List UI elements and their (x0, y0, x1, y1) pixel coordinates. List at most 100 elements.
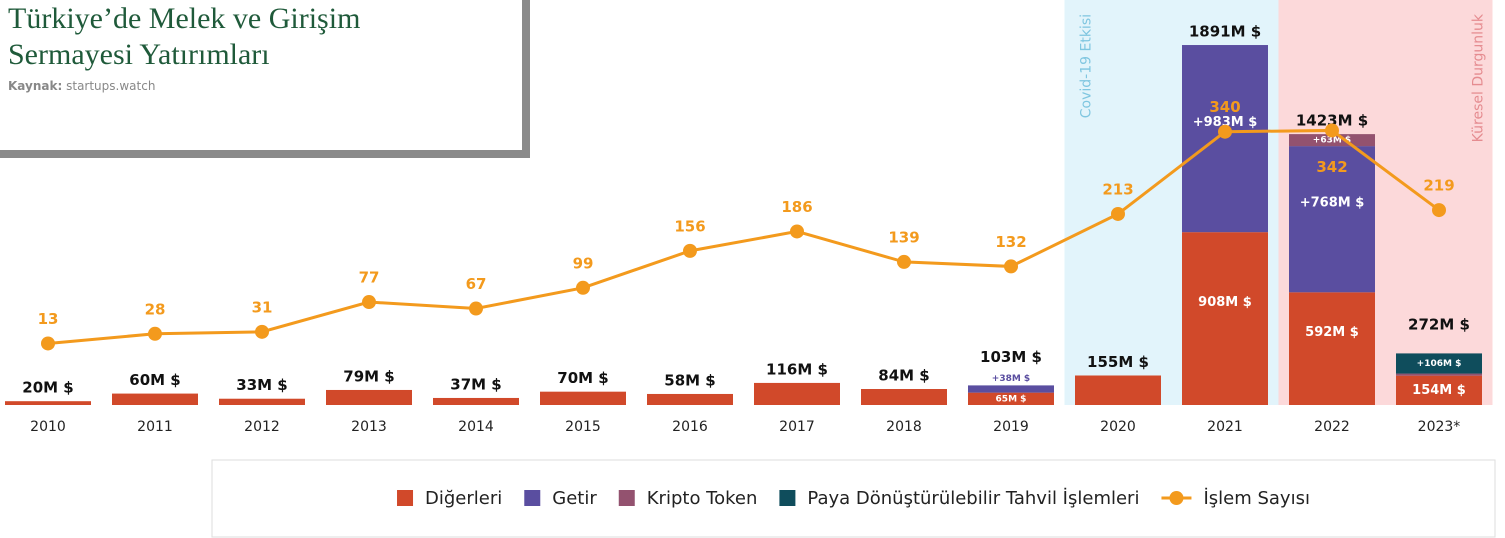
segment-label: 154M $ (1412, 383, 1466, 398)
bar-segment (1075, 375, 1161, 405)
legend-box (211, 459, 1496, 538)
line-label: 213 (1102, 180, 1133, 198)
line-label: 186 (781, 198, 812, 216)
line-point (790, 224, 804, 239)
x-tick-label: 2014 (458, 419, 494, 435)
legend-item: Diğerleri (397, 488, 502, 509)
total-label: 79M $ (343, 367, 394, 385)
line-label: 156 (674, 217, 705, 235)
line-point (1111, 206, 1125, 221)
bar-segment (1289, 134, 1375, 147)
bar-segment (112, 393, 198, 405)
line-point (469, 301, 483, 316)
line-point (1004, 259, 1018, 274)
legend-label: Diğerleri (425, 488, 502, 509)
title-box (0, 0, 522, 150)
x-tick-label: 2010 (30, 419, 66, 435)
line-label: 77 (359, 269, 380, 287)
total-label: 272M $ (1408, 316, 1470, 334)
line-point (576, 280, 590, 295)
legend-swatch (397, 490, 414, 506)
x-tick-label: 2023* (1418, 419, 1461, 435)
line-label: 340 (1209, 98, 1240, 116)
total-label: 155M $ (1087, 353, 1149, 371)
total-label: 58M $ (664, 371, 715, 389)
bar-segment (754, 382, 840, 405)
x-tick-label: 2015 (565, 419, 601, 435)
legend: Diğerleri Getir Kripto Token Paya Dönüştürü… (397, 488, 1310, 509)
legend-swatch (779, 490, 796, 506)
bar-segment (1396, 375, 1482, 405)
bar-segment (1289, 146, 1375, 293)
segment-label: +983M $ (1193, 115, 1258, 130)
line-label: 132 (995, 233, 1026, 251)
legend-item: Paya Dönüştürülebilir Tahvil İşlemleri (779, 488, 1139, 509)
line-label: 13 (38, 310, 59, 328)
line-point (255, 324, 269, 339)
total-label: 70M $ (557, 369, 608, 387)
x-tick-label: 2011 (137, 419, 173, 435)
x-tick-label: 2022 (1314, 419, 1350, 435)
segment-label: 65M $ (996, 394, 1027, 404)
line-point (683, 243, 697, 258)
band-label: Küresel Durgunluk (1471, 13, 1487, 142)
source: Kaynak: startups.watch (8, 79, 155, 93)
bar-segment (219, 398, 305, 405)
x-tick-label: 2013 (351, 419, 387, 435)
legend-label: Paya Dönüştürülebilir Tahvil İşlemleri (807, 488, 1139, 509)
bar-segment (1396, 353, 1482, 374)
legend-marker (1169, 491, 1184, 505)
line-label: 28 (145, 300, 166, 318)
line-point (897, 254, 911, 269)
legend-swatch (524, 490, 541, 506)
total-label: 60M $ (129, 371, 180, 389)
source-label: Kaynak: (8, 79, 62, 93)
line-label: 99 (573, 254, 594, 272)
x-tick-label: 2017 (779, 419, 815, 435)
bar-segment (968, 385, 1054, 393)
source-text: startups.watch (66, 79, 155, 93)
line-label: 31 (252, 298, 273, 316)
segment-label: 908M $ (1198, 295, 1252, 310)
total-label: 20M $ (22, 379, 73, 397)
legend-label: Getir (552, 488, 597, 509)
total-label: 33M $ (236, 376, 287, 394)
bar-segment (1396, 373, 1482, 376)
total-label: 84M $ (878, 367, 929, 385)
line-point (1325, 123, 1339, 138)
chart-title: Sermayesi Yatırımları (8, 38, 270, 71)
segment-label: 592M $ (1305, 325, 1359, 340)
bar-segment (861, 389, 947, 405)
legend-item: İşlem Sayısı (1161, 488, 1310, 509)
line-point (362, 295, 376, 310)
band-label: Covid-19 Etkisi (1079, 14, 1095, 118)
x-tick-label: 2020 (1100, 419, 1136, 435)
bar-segment (5, 401, 91, 405)
line-point (1432, 203, 1446, 218)
chart-title: Türkiye’de Melek ve Girişim (8, 2, 360, 35)
legend-item: Kripto Token (618, 488, 758, 509)
segment-label: +106M $ (1417, 359, 1462, 369)
total-label: 1891M $ (1189, 23, 1261, 41)
x-tick-label: 2018 (886, 419, 922, 435)
line-label: 219 (1423, 177, 1454, 195)
bar-segment (1182, 232, 1268, 405)
total-label: 1423M $ (1296, 112, 1368, 130)
line-label: 139 (888, 228, 919, 246)
total-label: 103M $ (980, 348, 1042, 366)
total-label: 116M $ (766, 360, 828, 378)
legend-item: Getir (524, 488, 597, 509)
legend-label: Kripto Token (647, 488, 758, 509)
bar-segment (968, 392, 1054, 405)
line-point (1218, 124, 1232, 139)
line-label: 342 (1316, 158, 1347, 176)
bar-segment (433, 397, 519, 405)
bar-segment (326, 389, 412, 405)
segment-label: +768M $ (1300, 196, 1365, 211)
segment-label: +63M $ (1313, 136, 1351, 146)
line-point (148, 326, 162, 341)
total-label: 37M $ (450, 375, 501, 393)
segment-label: +38M $ (992, 374, 1030, 384)
line-series (47, 128, 1440, 345)
